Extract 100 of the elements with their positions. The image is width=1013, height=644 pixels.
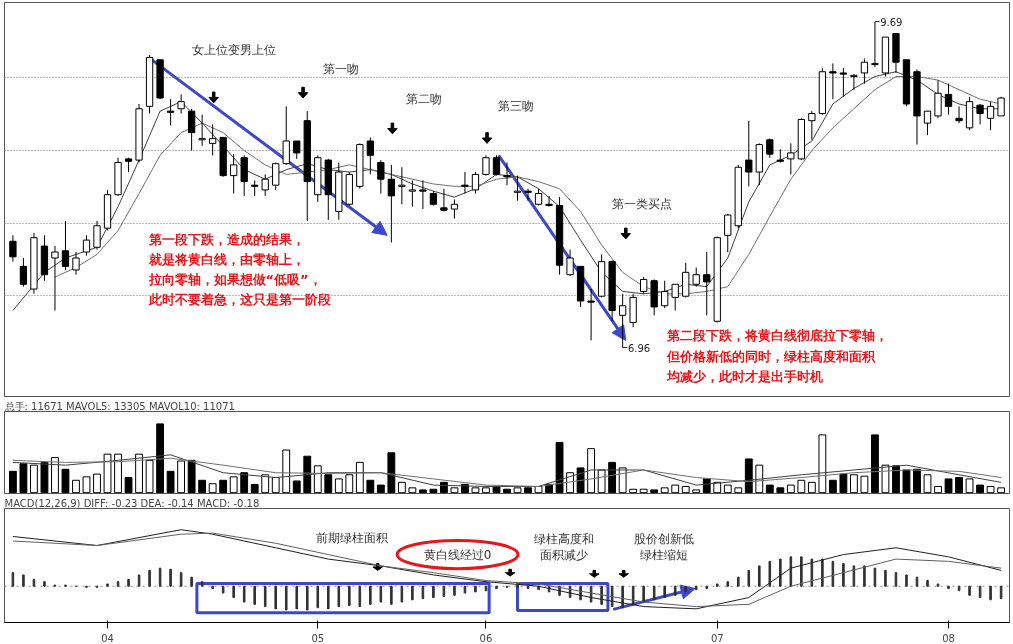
bar (303, 455, 312, 494)
candlestick (976, 103, 984, 125)
candlestick (9, 234, 17, 263)
bar (240, 472, 249, 494)
bar (156, 423, 164, 494)
candlestick (72, 251, 80, 276)
annotation: 第三吻 (498, 99, 535, 114)
bar (934, 485, 942, 494)
bar (324, 474, 333, 494)
candlestick (839, 67, 848, 98)
annotation: 股价创新低绿柱缩短 (633, 531, 694, 562)
bar (871, 434, 879, 494)
candlestick (524, 188, 532, 202)
candlestick (724, 213, 732, 253)
candlestick (671, 283, 679, 312)
x-tick-label: 08 (942, 632, 955, 644)
candlestick (240, 154, 248, 197)
bar (828, 479, 837, 494)
candlestick (61, 220, 70, 271)
annotation: 第一段下跌，造成的结果，就是将黄白线，由零轴上，拉向零轴，如果想做“低吸”，此时不要着急，这只是第一阶段 (147, 231, 332, 308)
candlestick (198, 114, 206, 147)
x-tick-label: 06 (479, 632, 493, 644)
candlestick (366, 136, 374, 175)
candlestick (503, 161, 511, 186)
bar (902, 469, 911, 494)
candlestick (745, 120, 753, 187)
bar (765, 484, 774, 494)
bar (692, 489, 701, 494)
bar (660, 487, 669, 494)
bar (797, 479, 806, 494)
candlestick (808, 110, 816, 141)
bar (776, 487, 785, 494)
candlestick (272, 161, 280, 191)
candlestick (187, 108, 196, 152)
bar (418, 489, 427, 494)
bar (261, 474, 270, 494)
candlestick (871, 21, 879, 68)
bar (187, 459, 196, 494)
annotation: 黄白线经过0 (423, 547, 492, 562)
bar (850, 474, 858, 494)
bar (19, 463, 28, 494)
bar (639, 488, 648, 494)
bar (376, 484, 385, 494)
bar (807, 481, 816, 494)
candlestick (377, 159, 385, 195)
bar (61, 468, 70, 494)
bar (93, 473, 101, 494)
candlestick (513, 175, 522, 202)
candlestick (682, 262, 690, 298)
candlestick (230, 153, 238, 195)
candlestick (177, 93, 185, 115)
bar (587, 448, 596, 494)
candlestick (955, 105, 963, 124)
candlestick (387, 164, 396, 243)
bar (513, 487, 522, 494)
x-tick-label: 05 (311, 632, 325, 644)
bar (450, 487, 459, 494)
bar (892, 465, 900, 494)
bar (976, 484, 984, 494)
bar (72, 479, 80, 494)
bar (313, 465, 322, 494)
bar (145, 459, 154, 494)
x-tick-label: 04 (101, 632, 114, 644)
bar (30, 464, 38, 494)
candlestick (492, 154, 501, 177)
annotation: 前期绿柱面积 (316, 530, 389, 545)
bar (629, 488, 638, 494)
bar (944, 478, 953, 494)
bar (986, 485, 995, 494)
candlestick (282, 105, 290, 166)
candlestick (408, 179, 417, 208)
candlestick (261, 173, 269, 197)
bar (440, 481, 448, 494)
annotation: 第一类买点 (611, 197, 672, 212)
bar (82, 476, 91, 494)
bar (723, 484, 732, 494)
bar (103, 453, 112, 494)
bar (681, 485, 690, 494)
bar (913, 468, 921, 494)
candlestick (829, 62, 837, 100)
bar (135, 453, 143, 494)
bar (271, 477, 280, 494)
candlestick (419, 179, 427, 210)
bar (219, 479, 228, 494)
candlestick (471, 171, 480, 195)
annotation: 9.69 (880, 16, 903, 28)
bar (965, 478, 974, 494)
bar (387, 452, 396, 494)
bar (198, 479, 207, 494)
chart-title: MACD(12,26,9) DIFF: -0.23 DEA: -0.14 MACD: -0.18 (4, 497, 260, 509)
candlestick (661, 280, 669, 309)
bar (229, 476, 238, 494)
bar (818, 434, 827, 494)
bar (839, 473, 848, 494)
bar (397, 481, 406, 494)
bar (177, 460, 186, 494)
bar (355, 461, 364, 494)
bar (40, 461, 49, 494)
bar (734, 487, 743, 494)
candlestick (703, 251, 711, 316)
